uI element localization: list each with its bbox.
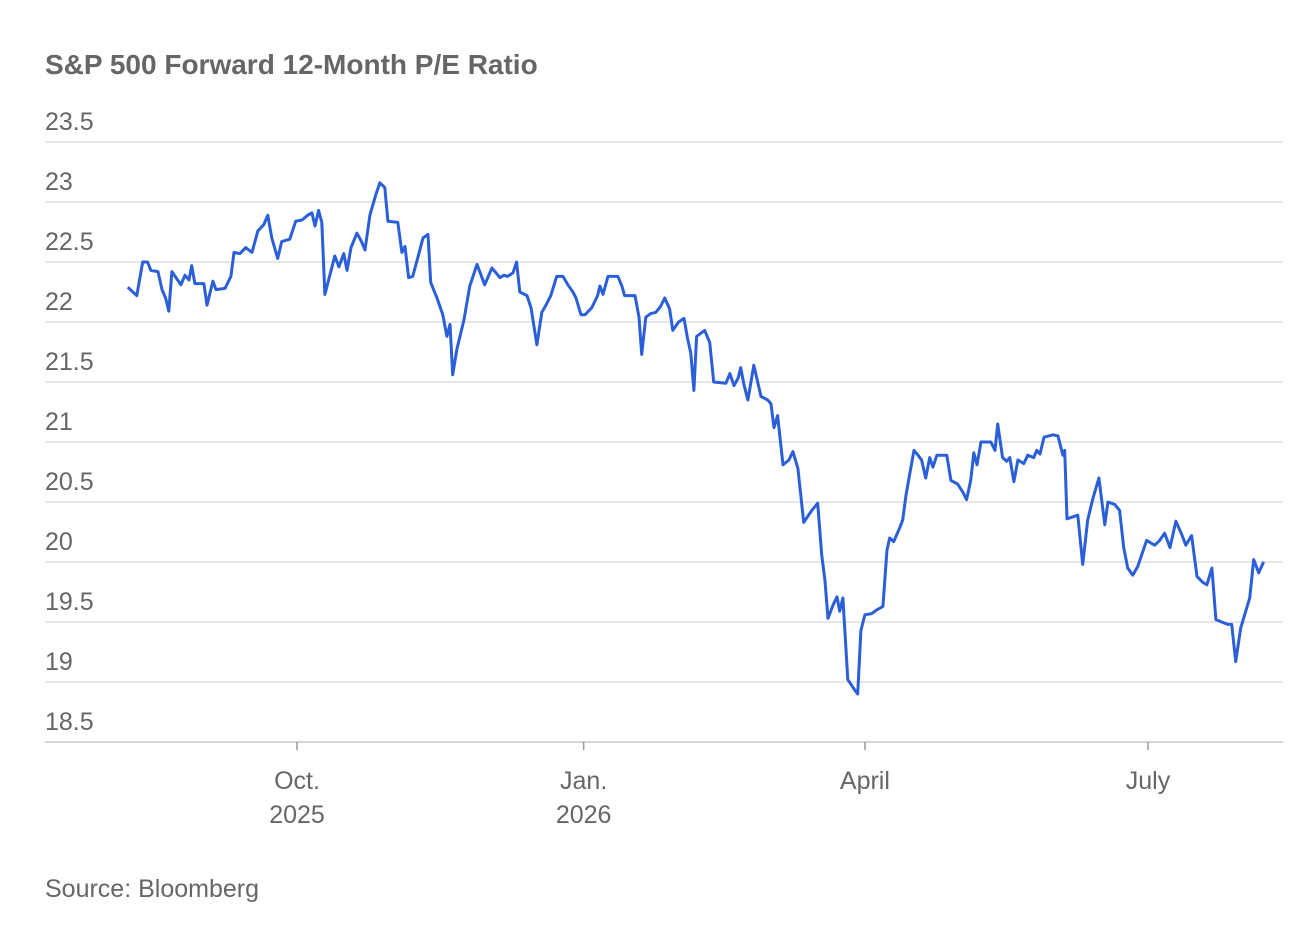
y-tick-label: 23.5 [45, 108, 94, 136]
y-tick-label: 18.5 [45, 708, 94, 736]
y-tick-label: 23 [45, 168, 73, 196]
x-tick-label: July [1125, 767, 1171, 795]
line-series [126, 181, 1265, 696]
x-tick-label: Jan. 2026 [555, 767, 612, 829]
source-note: Source: Bloomberg [45, 875, 260, 903]
chart-title: S&P 500 Forward 12-Month P/E Ratio [45, 49, 538, 80]
y-tick-label: 20 [45, 528, 73, 556]
y-tick-label: 19 [45, 648, 73, 676]
x-tick-label: April [839, 767, 890, 795]
y-tick-label: 21.5 [45, 348, 94, 376]
x-tick-label: Oct. 2025 [269, 767, 325, 829]
y-tick-label: 19.5 [45, 588, 94, 616]
y-tick-label: 21 [45, 408, 73, 436]
y-tick-label: 22.5 [45, 228, 94, 256]
y-tick-label: 22 [45, 288, 73, 316]
y-tick-label: 20.5 [45, 468, 94, 496]
